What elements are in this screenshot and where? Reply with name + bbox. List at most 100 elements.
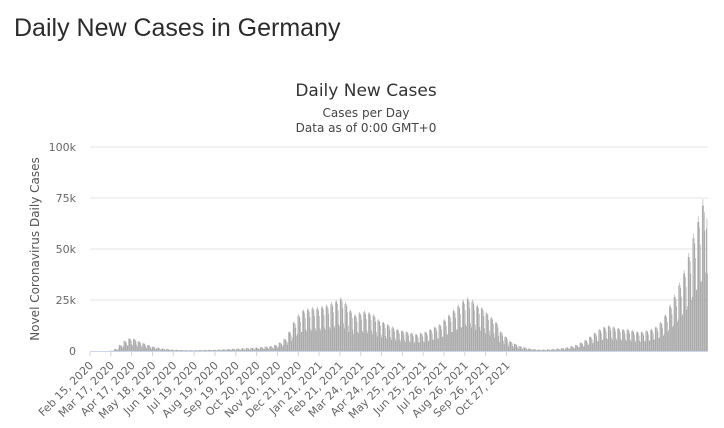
bar [575, 344, 577, 351]
bar [407, 333, 409, 351]
bar [538, 349, 539, 351]
bar [699, 244, 701, 351]
bar [652, 330, 653, 351]
bar [259, 349, 260, 351]
bar [458, 306, 460, 351]
bar [224, 349, 225, 351]
bar [317, 308, 319, 351]
bar [144, 343, 145, 351]
bar [508, 346, 510, 351]
bar [420, 332, 422, 351]
bar [638, 335, 640, 351]
bar [159, 349, 161, 351]
bar [681, 296, 682, 351]
bar [235, 349, 236, 351]
bar [156, 347, 158, 351]
bar [352, 329, 354, 351]
bar [337, 303, 338, 351]
bar [188, 350, 189, 351]
bar [192, 350, 193, 351]
bar [323, 309, 324, 351]
bar [380, 334, 382, 351]
bar [591, 339, 593, 351]
bar [504, 336, 506, 351]
bar [372, 315, 374, 351]
bar [636, 332, 637, 351]
bar [257, 348, 259, 351]
bar [134, 339, 135, 351]
bar [266, 346, 267, 351]
bar [472, 301, 474, 351]
bar [285, 339, 287, 351]
bar [463, 301, 465, 351]
bar [177, 349, 178, 351]
bar [610, 330, 612, 351]
grid-lines [90, 146, 708, 301]
bar [637, 332, 639, 351]
bar [230, 349, 231, 351]
bar [325, 329, 326, 351]
bar [443, 320, 444, 351]
bar [706, 218, 708, 351]
bar [147, 345, 148, 351]
bar [225, 349, 226, 351]
bar [418, 342, 420, 351]
bar [643, 335, 645, 351]
bar [382, 321, 384, 351]
bar [155, 348, 156, 351]
bar [303, 311, 305, 351]
bar [548, 349, 549, 351]
bar [434, 326, 436, 351]
bar [574, 348, 575, 351]
bar [329, 326, 330, 351]
bar [366, 319, 367, 351]
bar [503, 340, 504, 351]
bar [329, 328, 331, 351]
bar [692, 238, 694, 351]
bar [510, 341, 512, 351]
bar [227, 349, 228, 351]
bar [495, 321, 497, 351]
bar [390, 339, 392, 351]
bar [705, 272, 706, 351]
chart-title: Daily New Cases [295, 81, 437, 101]
bar [698, 221, 700, 351]
bar [166, 349, 168, 351]
bar [439, 324, 440, 351]
bar [415, 334, 416, 351]
bar [650, 329, 651, 351]
bar [562, 348, 563, 351]
bar [167, 349, 169, 351]
bar [274, 344, 276, 351]
bar [657, 331, 659, 351]
bar [392, 326, 393, 351]
bar [280, 342, 281, 351]
bar [135, 339, 136, 351]
bar [589, 336, 590, 351]
bar [264, 346, 266, 351]
bar [209, 349, 211, 351]
bar [333, 325, 335, 351]
bar [347, 312, 348, 351]
bar [536, 349, 537, 351]
bar [141, 345, 142, 351]
bar [315, 330, 317, 351]
y-tick-label: 100k [49, 141, 77, 154]
bar [626, 340, 627, 351]
bar [447, 334, 448, 351]
bar [148, 345, 150, 351]
bar [505, 336, 506, 351]
bar [691, 300, 692, 351]
bar [556, 348, 558, 351]
bar [174, 350, 176, 351]
bar [155, 349, 157, 351]
bar [704, 230, 706, 351]
bar [546, 349, 548, 351]
y-axis-ticks: 0 25k 50k 75k 100k [49, 141, 77, 358]
bar [387, 324, 389, 351]
bar [185, 350, 186, 351]
bar [519, 346, 521, 351]
bar [248, 348, 250, 351]
bar [683, 270, 685, 351]
